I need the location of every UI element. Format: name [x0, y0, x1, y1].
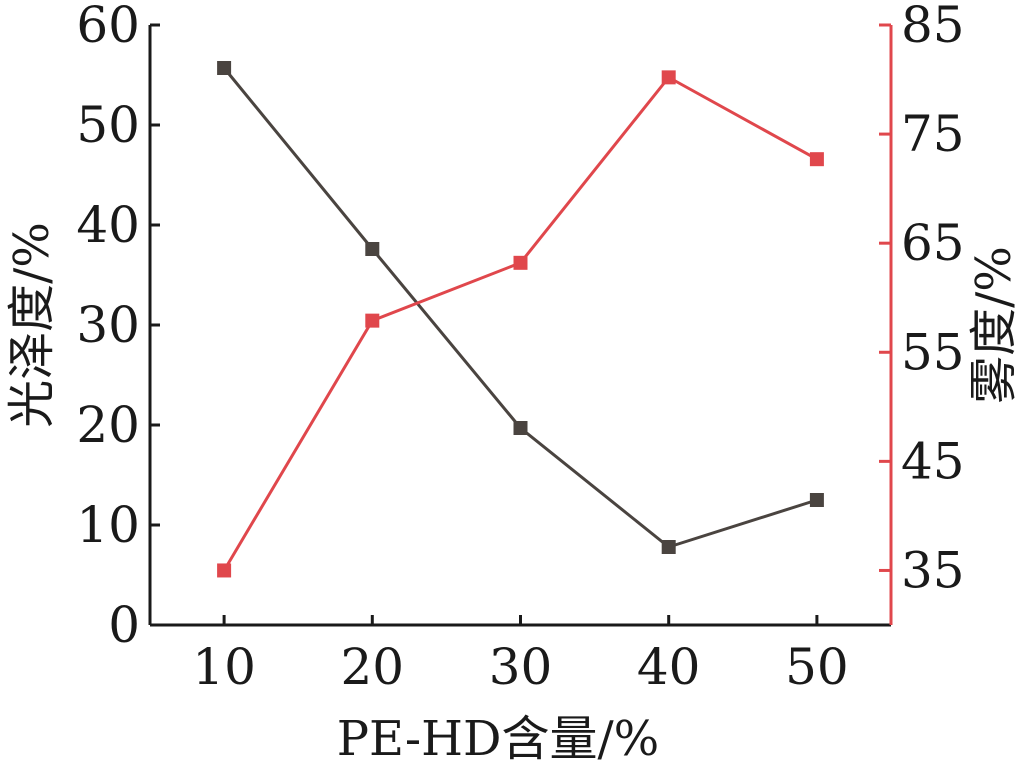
gloss-point — [365, 242, 380, 256]
right-y-axis-label: 雾度/% — [966, 246, 1022, 404]
left-y-axis-label: 光泽度/% — [4, 222, 60, 428]
haze-point — [365, 313, 380, 328]
gloss-point — [809, 493, 824, 507]
gloss-series-line — [222, 67, 818, 549]
right-y-tick-label: 35 — [901, 541, 965, 599]
x-tick-label: 30 — [489, 638, 553, 696]
haze-point — [661, 70, 676, 85]
x-axis-label: PE-HD含量/% — [337, 711, 660, 763]
left-y-tick-label: 50 — [76, 96, 140, 154]
gloss-point — [661, 540, 676, 554]
haze-point — [217, 563, 232, 578]
gloss-point — [217, 61, 232, 75]
haze-point — [513, 255, 528, 270]
series — [217, 61, 824, 578]
x-tick-label: 20 — [340, 638, 404, 696]
ticks: 0 10 20 30 40 50 60 35 45 55 65 75 85 10 20 30 40 50 — [76, 0, 964, 696]
haze-point — [809, 152, 824, 167]
left-y-tick-label: 0 — [108, 596, 140, 654]
left-y-tick-label: 10 — [76, 496, 140, 554]
haze-series-line — [222, 75, 818, 572]
left-y-tick-label: 40 — [76, 196, 140, 254]
left-y-tick-label: 60 — [76, 0, 140, 54]
x-tick-label: 10 — [192, 638, 256, 696]
left-y-tick-label: 20 — [76, 396, 140, 454]
gloss-point — [513, 421, 528, 435]
right-y-tick-label: 55 — [901, 323, 965, 381]
right-y-tick-label: 75 — [901, 105, 965, 163]
left-y-tick-label: 30 — [76, 296, 140, 354]
right-y-tick-label: 65 — [901, 214, 965, 272]
right-y-tick-label: 85 — [901, 0, 965, 54]
x-tick-label: 50 — [785, 638, 849, 696]
right-y-tick-label: 45 — [901, 432, 965, 490]
x-tick-label: 40 — [637, 638, 701, 696]
